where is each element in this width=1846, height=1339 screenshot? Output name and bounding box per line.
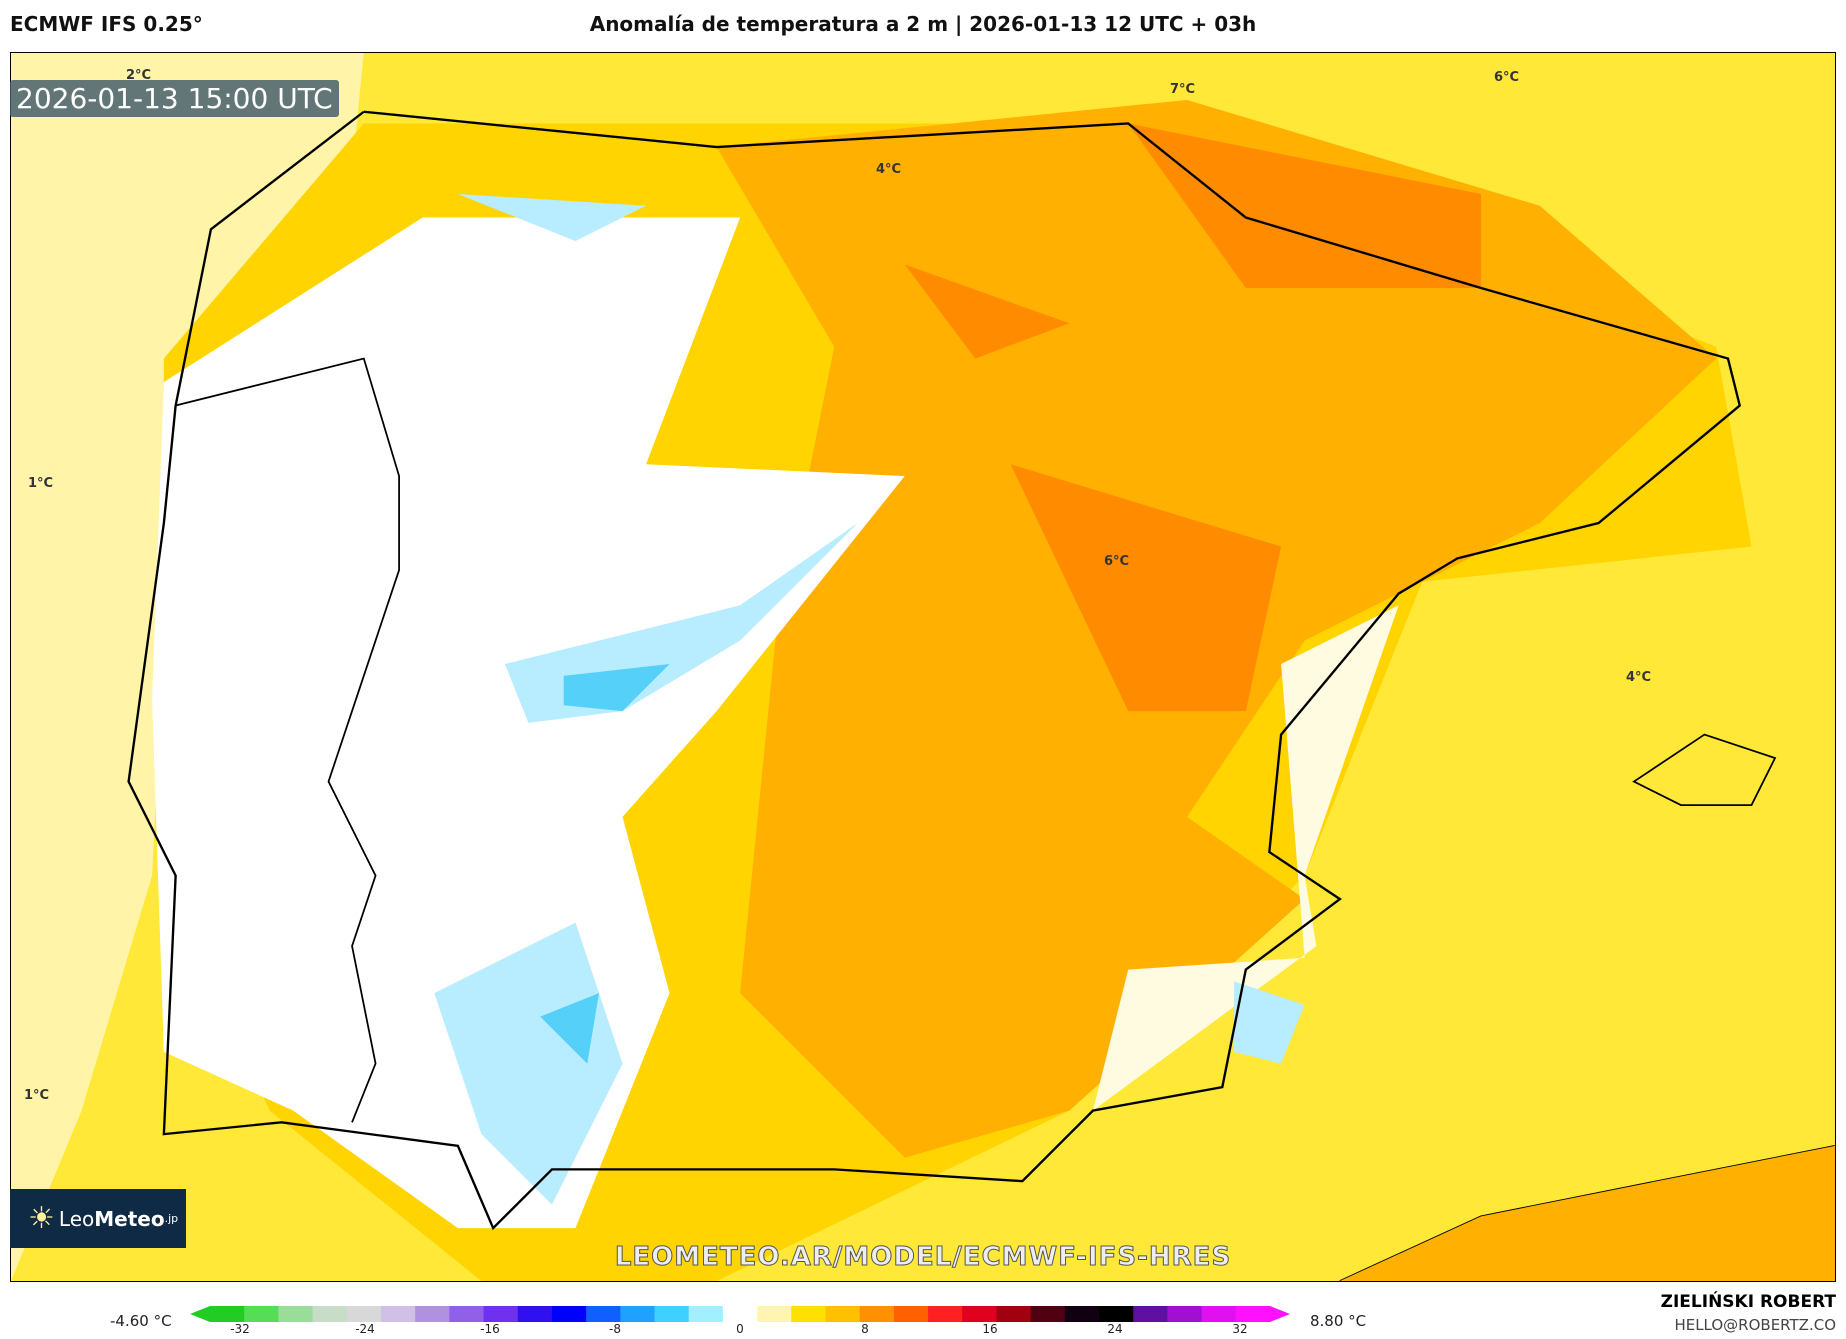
- contour-label: 6°C: [1494, 70, 1520, 85]
- cold-white-west: [152, 217, 905, 1229]
- colorbar-swatch: [551, 1306, 587, 1322]
- colorbar: [190, 1306, 1290, 1322]
- temperature-anomaly-map[interactable]: [10, 52, 1836, 1282]
- colorbar-swatch: [586, 1306, 621, 1322]
- colorbar-swatch: [244, 1306, 279, 1322]
- contour-label: 7°C: [1170, 82, 1196, 97]
- contour-label: 6°C: [1104, 554, 1130, 569]
- colorbar-swatch: [449, 1306, 485, 1322]
- colorbar-swatch: [1099, 1306, 1134, 1322]
- colorbar-tick: 32: [1232, 1322, 1248, 1336]
- watermark-url: LEOMETEO.AR/MODEL/ECMWF-IFS-HRES: [614, 1242, 1232, 1273]
- colorbar-swatch: [483, 1306, 519, 1322]
- colorbar-tick: -32: [230, 1322, 250, 1336]
- colorbar-swatch: [757, 1306, 792, 1322]
- africa-orange: [1339, 1145, 1835, 1281]
- logo-suffix: .jp: [164, 1212, 179, 1225]
- colorbar-swatch: [620, 1306, 656, 1322]
- colorbar-swatch: [1030, 1306, 1066, 1322]
- colorbar-swatch: [380, 1306, 416, 1322]
- author-name: ZIELIŃSKI ROBERT: [1660, 1292, 1836, 1312]
- valid-time-badge: 2026-01-13 15:00 UTC: [10, 80, 339, 117]
- colorbar-swatch: [1235, 1306, 1271, 1322]
- colorbar-swatch: [996, 1306, 1032, 1322]
- colorbar-swatch: [928, 1306, 963, 1322]
- colorbar-max-arrow: [1270, 1306, 1290, 1322]
- colorbar-swatch: [962, 1306, 997, 1322]
- deep-orange: [904, 123, 1482, 712]
- colorbar-swatch: [722, 1306, 758, 1322]
- colorbar-tick: 0: [736, 1322, 744, 1336]
- colorbar-swatch: [791, 1306, 826, 1322]
- colorbar-tick: -24: [355, 1322, 375, 1336]
- logo-text-light: Leo: [58, 1206, 95, 1231]
- contour-label: 4°C: [876, 162, 902, 177]
- colorbar-swatch: [1064, 1306, 1100, 1322]
- colorbar-swatch: [1167, 1306, 1203, 1322]
- colorbar-swatch: [859, 1306, 895, 1322]
- portugal-border: [175, 357, 400, 1123]
- colorbar-min-arrow: [190, 1306, 210, 1322]
- mallorca-island: [1632, 733, 1777, 806]
- colorbar-swatch: [654, 1306, 690, 1322]
- colorbar-swatch: [825, 1306, 861, 1322]
- colorbar-swatch: [688, 1306, 724, 1322]
- contour-label: 1°C: [28, 476, 54, 491]
- colorbar-swatch: [346, 1306, 382, 1322]
- chart-title: Anomalía de temperatura a 2 m | 2026-01-…: [589, 12, 1257, 36]
- colorbar-swatch: [893, 1306, 929, 1322]
- colorbar-swatch: [210, 1306, 245, 1322]
- colorbar-swatch: [278, 1306, 314, 1322]
- colorbar-tick: -8: [609, 1322, 621, 1336]
- pale-west-sea: [11, 53, 364, 1281]
- logo-text-bold: Meteo: [94, 1206, 165, 1231]
- contour-label: 2°C: [126, 68, 152, 83]
- colorbar-tick: 24: [1107, 1322, 1123, 1336]
- colorbar-swatch: [415, 1306, 450, 1322]
- colorbar-min-label: -4.60 °C: [110, 1312, 172, 1330]
- coastline-border: [127, 110, 1742, 1231]
- contour-label: 4°C: [1626, 670, 1652, 685]
- colorbar-max-label: 8.80 °C: [1310, 1312, 1367, 1330]
- colorbar-tick: 16: [982, 1322, 998, 1336]
- author-email[interactable]: HELLO@ROBERTZ.CO: [1674, 1316, 1836, 1334]
- cold-white-se: [1092, 605, 1399, 1111]
- colorbar-swatch: [1201, 1306, 1237, 1322]
- model-name: ECMWF IFS 0.25°: [10, 12, 203, 36]
- colorbar-tick: 8: [861, 1322, 869, 1336]
- blue-core: [540, 664, 670, 1064]
- sun-icon: ☀: [28, 1201, 55, 1236]
- colorbar-swatch: [1133, 1306, 1168, 1322]
- contour-label: 1°C: [24, 1088, 50, 1103]
- colorbar-swatch: [312, 1306, 348, 1322]
- leometeo-logo[interactable]: ☀ Leo Meteo .jp: [10, 1189, 186, 1248]
- colorbar-tick: -16: [480, 1322, 500, 1336]
- colorbar-swatch: [517, 1306, 553, 1322]
